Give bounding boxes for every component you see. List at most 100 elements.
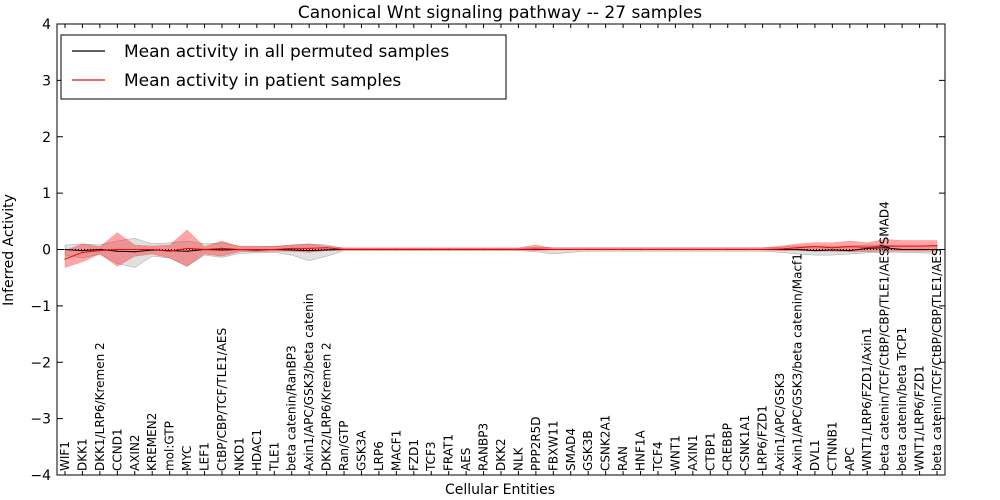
category-label: LEF1 <box>198 442 212 471</box>
data-point <box>535 248 537 250</box>
data-point <box>814 246 816 248</box>
category-label: PPP2R5D <box>529 416 543 471</box>
category-label: GSK3A <box>354 430 368 471</box>
category-label: FRAT1 <box>442 434 456 471</box>
category-label: TLE1 <box>267 442 281 472</box>
data-point <box>517 248 520 251</box>
y-tick-label: 1 <box>42 186 51 202</box>
y-tick-label: −1 <box>30 299 51 315</box>
data-point <box>221 247 223 249</box>
data-point <box>151 248 153 251</box>
data-point <box>465 248 467 251</box>
legend-entry: Mean activity in patient samples <box>124 71 401 91</box>
data-point <box>605 248 607 251</box>
data-point <box>936 244 938 247</box>
category-label: TCF3 <box>424 441 438 472</box>
data-point <box>378 248 380 251</box>
band-permuted <box>64 237 938 268</box>
category-label: RAN <box>616 446 630 471</box>
category-label: LRP6 <box>372 441 386 471</box>
data-point <box>814 250 816 252</box>
data-point <box>169 250 171 252</box>
data-point <box>622 248 624 251</box>
category-label: AES <box>459 448 473 471</box>
category-label: CTBP1 <box>703 432 717 471</box>
data-point <box>884 245 886 247</box>
category-label: CSNK2A1 <box>599 415 613 471</box>
legend: Mean activity in all permuted samples Mea… <box>60 34 507 100</box>
data-point <box>116 248 118 251</box>
category-label: beta catenin/TCF/CtBP/CBP/TLE1/AES/SMAD4 <box>878 201 892 471</box>
data-point <box>901 248 903 251</box>
data-point <box>81 251 84 253</box>
legend-entry: Mean activity in all permuted samples <box>124 42 449 62</box>
data-point <box>64 248 66 251</box>
category-label: NLK <box>511 446 525 471</box>
data-point <box>674 248 677 251</box>
category-label: beta catenin/RanBP3 <box>285 345 299 471</box>
category-label: TCF4 <box>651 441 665 472</box>
data-point <box>918 248 921 251</box>
category-label: DKK2 <box>494 438 508 471</box>
category-label: SMAD4 <box>564 428 578 471</box>
category-label: CSNK1A1 <box>738 415 752 471</box>
category-label: APC <box>843 447 857 471</box>
data-point <box>918 245 921 247</box>
category-label: WNT1/LRP6/FZD1/Axin1 <box>860 327 874 471</box>
category-label: Axin1/APC/GSK3/beta catenin/Macf1 <box>790 253 804 471</box>
category-label: FZD1 <box>407 439 421 471</box>
data-point <box>831 247 833 249</box>
category-label: NKD1 <box>232 437 246 471</box>
category-label: AXIN2 <box>128 434 142 471</box>
category-label: Axin1/APC/GSK3 <box>773 373 787 471</box>
y-tick-label: 2 <box>42 130 51 146</box>
category-label: WNT1/LRP6/FZD1 <box>913 365 927 471</box>
data-point <box>727 248 729 251</box>
data-point <box>500 248 502 251</box>
data-point <box>291 247 293 249</box>
category-label: CREBBP <box>721 423 735 471</box>
data-point <box>291 249 293 251</box>
data-point <box>413 248 415 251</box>
data-point <box>134 248 136 251</box>
data-point <box>587 248 589 251</box>
category-label: GSK3B <box>581 430 595 471</box>
y-tick-label: 0 <box>42 243 51 259</box>
data-point <box>884 247 886 249</box>
category-label: AXIN1 <box>686 434 700 471</box>
data-point <box>849 246 851 248</box>
data-point <box>308 247 310 249</box>
data-point <box>796 247 799 249</box>
data-point <box>221 249 223 251</box>
data-point <box>448 248 450 251</box>
data-point <box>901 245 903 247</box>
data-point <box>64 258 66 260</box>
data-point <box>936 248 938 251</box>
data-point <box>81 250 84 252</box>
axis-ticks: −4 −3 −2 −1 0 1 2 3 4 <box>30 17 945 484</box>
data-point <box>273 248 275 251</box>
data-point <box>552 248 554 251</box>
category-label: beta catenin/TCF/CtBP/CBP/TLE1/AES <box>930 248 944 471</box>
category-label: KREMEN2 <box>145 413 159 471</box>
data-point <box>99 250 101 252</box>
data-point <box>360 248 363 251</box>
category-label: DKK1/LRP6/Kremen 2 <box>93 342 107 471</box>
data-point <box>657 248 659 251</box>
data-point <box>849 250 851 252</box>
category-label: FBXW11 <box>546 421 560 472</box>
data-point <box>116 250 118 252</box>
category-label: CtBP/CBP/TCF/TLE1/AES <box>215 328 229 471</box>
category-label: CTNNB1 <box>825 421 839 471</box>
y-tick-label: −3 <box>30 412 51 428</box>
category-label: HDAC1 <box>250 429 264 471</box>
category-label: WNT1 <box>668 435 682 471</box>
legend-box <box>60 34 507 100</box>
y-tick-label: 4 <box>42 17 51 33</box>
data-point <box>186 250 188 252</box>
category-label: LRP6/FZD1 <box>756 405 770 471</box>
data-point <box>779 248 781 250</box>
data-point <box>762 248 764 251</box>
category-label: Axin1/APC/GSK3/beta catenin <box>302 293 316 471</box>
